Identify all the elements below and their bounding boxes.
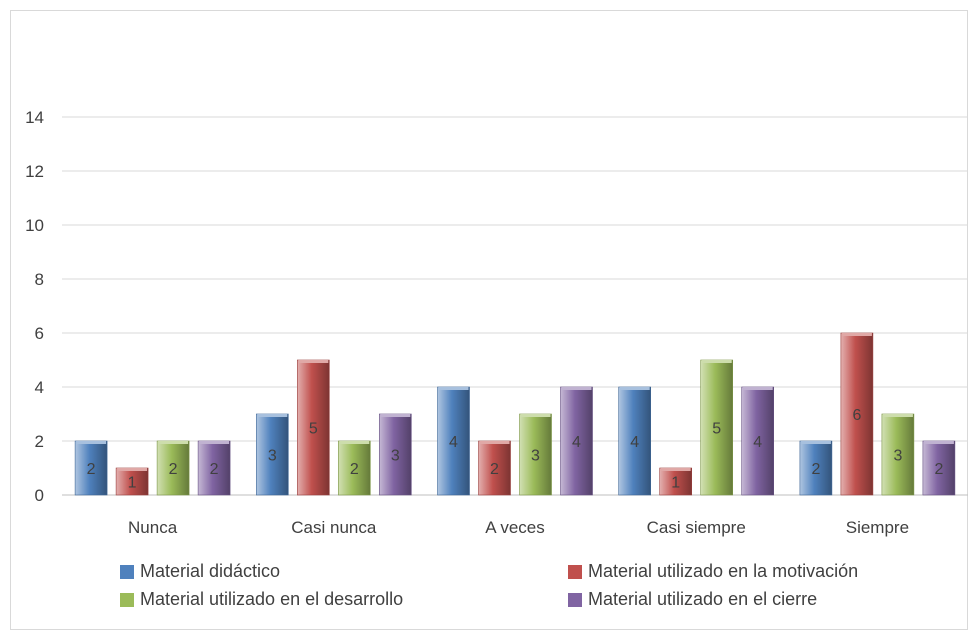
data-label: 4 [572,434,581,451]
bar-top-highlight [339,441,370,444]
y-tick-label: 4 [35,378,44,397]
bar-top-highlight [257,414,288,417]
data-label: 2 [350,461,359,478]
y-tick-label: 6 [35,324,44,343]
legend-item-material-didactico: Material didáctico [120,561,280,582]
legend-swatch-green [120,592,134,607]
bar-top-highlight [660,468,691,471]
legend-item-desarrollo: Material utilizado en el desarrollo [120,589,403,610]
bar-top-highlight [117,468,148,471]
bar [741,386,775,496]
bar [296,359,330,496]
y-tick-label: 12 [25,162,44,181]
bar-top-highlight [199,441,230,444]
bar-top-highlight [619,387,650,390]
bar-top-highlight [923,441,954,444]
data-label: 3 [391,448,400,465]
data-label: 5 [309,421,318,438]
data-label: 2 [169,461,178,478]
bar-top-highlight [701,360,732,363]
legend-item-cierre: Material utilizado en el cierre [568,589,817,610]
data-label: 1 [128,475,137,492]
data-label: 2 [934,461,943,478]
data-label: 4 [449,434,458,451]
bar-top-highlight [520,414,551,417]
data-label: 2 [811,461,820,478]
data-label: 2 [490,461,499,478]
legend-swatch-blue [120,564,134,579]
data-label: 4 [630,434,639,451]
bar [922,440,956,496]
data-label: 3 [531,448,540,465]
bar [560,386,593,496]
bar [478,440,511,496]
y-tick-label: 0 [35,486,44,505]
legend-swatch-red [568,564,582,579]
bar [700,359,734,496]
legend-label: Material utilizado en la motivación [588,561,859,581]
bar-top-highlight [298,360,329,363]
bar [519,413,552,496]
x-category-label: A veces [485,518,545,537]
data-label: 3 [268,448,277,465]
x-category-label: Nunca [128,518,178,537]
bar [881,413,915,496]
data-label: 4 [753,434,762,451]
legend-item-motivacion: Material utilizado en la motivación [568,561,858,582]
y-tick-label: 2 [35,432,44,451]
bar [799,440,833,496]
legend-swatch-purple [568,592,582,607]
data-label: 2 [210,461,219,478]
bar-top-highlight [841,333,872,336]
data-label: 5 [712,421,721,438]
bar-top-highlight [882,414,913,417]
legend-label: Material didáctico [140,561,281,581]
x-category-label: Casi nunca [291,518,377,537]
y-tick-label: 8 [35,270,44,289]
data-label: 1 [671,475,680,492]
bar [618,386,652,496]
bar [659,467,693,496]
bar [378,413,412,496]
bar [74,440,108,496]
bar-top-highlight [742,387,773,390]
y-tick-label: 14 [25,108,44,127]
data-label: 2 [87,461,96,478]
bar-top-highlight [800,441,831,444]
bar [840,332,874,496]
x-category-label: Siempre [846,518,909,537]
legend-label: Material utilizado en el desarrollo [140,589,404,609]
data-label: 6 [852,407,861,424]
bar [437,386,470,496]
data-label: 3 [893,448,902,465]
bar-top-highlight [561,387,592,390]
legend-label: Material utilizado en el cierre [588,589,818,609]
y-tick-label: 10 [25,216,44,235]
bar-top-highlight [158,441,189,444]
bar [337,440,371,496]
bar-top-highlight [479,441,510,444]
bar-top-highlight [380,414,411,417]
x-category-label: Casi siempre [647,518,746,537]
bar-top-highlight [76,441,107,444]
bar-top-highlight [438,387,469,390]
